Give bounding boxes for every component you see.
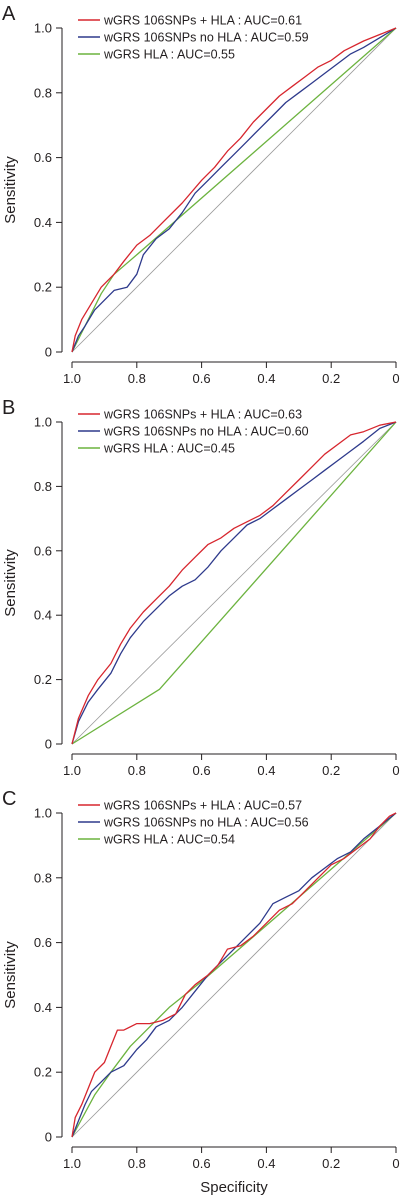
- y-tick-label: 0.6: [34, 150, 52, 165]
- x-tick-label: 0.6: [193, 1156, 211, 1171]
- axes: 0 0.2 0.4 0.6 0.8 1.0 1.0 0.8 0.6 0.4 0.2 0 Sensitiv…: [2, 806, 400, 1197]
- chance-diagonal-line: [71, 421, 397, 745]
- legend-entry: wGRS 106SNPs + HLA : AUC=0.57: [103, 799, 302, 813]
- y-tick-label: 0.6: [34, 935, 52, 950]
- roc-curve-red: [71, 812, 397, 1138]
- y-axis-title: Sensitivity: [2, 549, 19, 617]
- y-tick-label: 0.4: [34, 1000, 52, 1015]
- x-axis-title: Specificity: [200, 1179, 268, 1196]
- roc-curve-blue: [71, 421, 397, 745]
- y-tick-label: 0: [45, 737, 52, 752]
- roc-curve-green: [71, 812, 397, 1138]
- roc-curve-green: [71, 421, 397, 745]
- legend-entry: wGRS HLA : AUC=0.45: [103, 442, 235, 456]
- y-tick-label: 0: [45, 345, 52, 360]
- x-tick-label: 0.2: [322, 1156, 340, 1171]
- y-tick-label: 1.0: [34, 806, 52, 821]
- x-tick-label: 1.0: [63, 763, 81, 778]
- legend-entry: wGRS 106SNPs no HLA : AUC=0.60: [103, 425, 309, 439]
- legend-entry: wGRS 106SNPs + HLA : AUC=0.63: [103, 408, 302, 422]
- y-tick-label: 0.4: [34, 215, 52, 230]
- y-tick-label: 0.8: [34, 870, 52, 885]
- legend: wGRS 106SNPs + HLA : AUC=0.63 wGRS 106SNP…: [78, 408, 309, 456]
- panel-label: B: [2, 397, 15, 419]
- y-tick-label: 0.4: [34, 608, 52, 623]
- y-tick-label: 0.8: [34, 85, 52, 100]
- x-tick-label: 0: [392, 371, 399, 386]
- y-tick-label: 0.6: [34, 543, 52, 558]
- chance-diagonal-line: [71, 812, 397, 1138]
- legend-entry: wGRS 106SNPs no HLA : AUC=0.56: [103, 816, 309, 830]
- y-tick-label: 1.0: [34, 415, 52, 430]
- roc-panel-b: B 0 0.2 0.4 0.6 0.8 1.0 1.0 0.8 0.6 0.4 0.2 0 Sensiti…: [2, 397, 400, 778]
- x-tick-label: 0.4: [257, 1156, 275, 1171]
- y-tick-label: 0.2: [34, 280, 52, 295]
- x-tick-label: 0.8: [128, 763, 146, 778]
- x-tick-label: 0.2: [322, 763, 340, 778]
- y-tick-label: 0.2: [34, 672, 52, 687]
- axes: 0 0.2 0.4 0.6 0.8 1.0 1.0 0.8 0.6 0.4 0.2 0 Sensitiv…: [2, 415, 400, 779]
- y-axis-title: Sensitivity: [2, 156, 19, 224]
- x-tick-label: 0.6: [193, 371, 211, 386]
- legend: wGRS 106SNPs + HLA : AUC=0.61 wGRS 106SNP…: [78, 14, 309, 62]
- roc-panel-a: A 0 0.2 0.4 0.6 0.8 1.0 1.0 0.8 0.6 0.4 0.2 0 Sensiti…: [2, 3, 400, 386]
- roc-curve-blue: [71, 27, 397, 353]
- legend-entry: wGRS HLA : AUC=0.55: [103, 48, 235, 62]
- panel-label: A: [2, 3, 16, 25]
- x-tick-label: 0.4: [257, 763, 275, 778]
- legend-entry: wGRS 106SNPs + HLA : AUC=0.61: [103, 14, 302, 28]
- y-tick-label: 0: [45, 1130, 52, 1145]
- x-tick-label: 0.8: [128, 1156, 146, 1171]
- roc-panel-c: C 0 0.2 0.4 0.6 0.8 1.0 1.0 0.8 0.6 0.4 0.2 0 Sensiti…: [2, 788, 400, 1196]
- x-tick-label: 0.4: [257, 371, 275, 386]
- legend-entry: wGRS 106SNPs no HLA : AUC=0.59: [103, 31, 309, 45]
- axes: 0 0.2 0.4 0.6 0.8 1.0 1.0 0.8 0.6 0.4 0.2 0 Sensitiv…: [2, 21, 400, 387]
- x-tick-label: 1.0: [63, 1156, 81, 1171]
- x-tick-label: 0: [392, 763, 399, 778]
- legend: wGRS 106SNPs + HLA : AUC=0.57 wGRS 106SNP…: [78, 799, 309, 847]
- roc-curve-red: [71, 27, 397, 353]
- x-tick-label: 0.6: [193, 763, 211, 778]
- y-tick-label: 0.8: [34, 479, 52, 494]
- x-tick-label: 0: [392, 1156, 399, 1171]
- chance-diagonal-line: [71, 27, 397, 353]
- y-tick-label: 0.2: [34, 1065, 52, 1080]
- x-tick-label: 0.8: [128, 371, 146, 386]
- y-axis-title: Sensitivity: [2, 941, 19, 1009]
- x-tick-label: 0.2: [322, 371, 340, 386]
- y-tick-label: 1.0: [34, 21, 52, 36]
- roc-curve-red: [71, 421, 397, 745]
- x-tick-label: 1.0: [63, 371, 81, 386]
- legend-entry: wGRS HLA : AUC=0.54: [103, 833, 235, 847]
- panel-label: C: [2, 788, 16, 810]
